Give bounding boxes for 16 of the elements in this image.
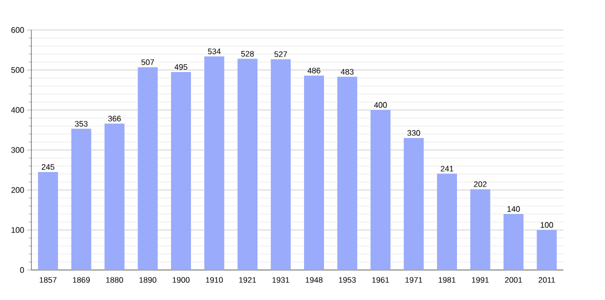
bar bbox=[71, 128, 92, 270]
bar bbox=[370, 110, 390, 270]
bar bbox=[337, 76, 358, 270]
bar bbox=[238, 58, 258, 270]
bar bbox=[504, 214, 524, 270]
bar bbox=[536, 230, 557, 270]
bar bbox=[437, 174, 457, 270]
bar bbox=[204, 56, 224, 270]
bar bbox=[138, 67, 158, 270]
bar bbox=[304, 76, 324, 270]
bar bbox=[470, 189, 490, 270]
bar bbox=[104, 124, 124, 270]
bar bbox=[270, 59, 291, 270]
bar bbox=[171, 72, 191, 270]
bar bbox=[38, 172, 58, 270]
bar bbox=[404, 138, 424, 270]
